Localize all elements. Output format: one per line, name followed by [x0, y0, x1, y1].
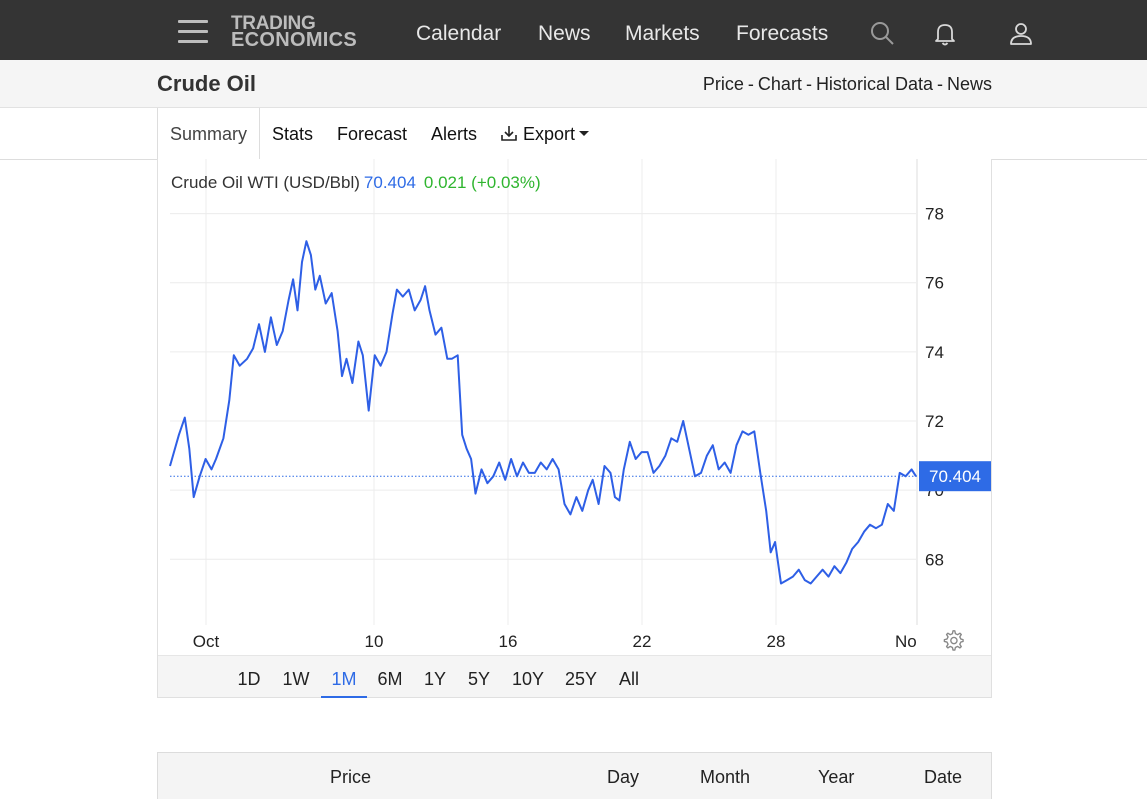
column-header-price: Price [330, 767, 372, 787]
chart-instrument-label: Crude Oil WTI (USD/Bbl) [171, 173, 360, 192]
x-tick-label: 16 [499, 632, 518, 651]
range-1y-button[interactable]: 1Y [423, 669, 447, 689]
column-header-day: Day [607, 767, 640, 787]
site-logo[interactable]: TRADING ECONOMICS [231, 13, 376, 53]
crumb-news-link[interactable]: News [946, 74, 992, 94]
y-tick-label: 72 [925, 412, 944, 431]
crumb-separator: - [936, 74, 943, 94]
price-series-line [169, 240, 917, 585]
tab-alerts[interactable]: Alerts [431, 124, 478, 144]
nav-calendar-link[interactable]: Calendar [416, 22, 502, 45]
y-tick-label: 78 [925, 205, 944, 224]
chevron-down-icon [579, 131, 590, 136]
tabs-row: Summary Stats Forecast Alerts Export [0, 108, 1147, 161]
export-label: Export [523, 124, 576, 144]
y-tick-label: 68 [925, 550, 944, 569]
x-tick-label: 22 [633, 632, 652, 651]
range-1w-button[interactable]: 1W [282, 669, 310, 689]
download-icon [501, 126, 517, 141]
price-chart[interactable]: 687072747678Oct10162228No70.404 [158, 159, 993, 655]
range-all-button[interactable]: All [618, 669, 639, 689]
user-icon[interactable] [1008, 20, 1034, 46]
chart-price-change: 0.021 (+0.03%) [423, 173, 541, 192]
tab-forecast[interactable]: Forecast [337, 124, 408, 144]
current-price-badge [919, 461, 991, 492]
x-tick-label: Oct [193, 632, 220, 651]
crumb-historical-data-link[interactable]: Historical Data [815, 74, 933, 94]
crumb-separator: - [805, 74, 812, 94]
range-10y-button[interactable]: 10Y [511, 669, 545, 689]
bell-icon[interactable] [932, 20, 958, 46]
range-5y-button[interactable]: 5Y [467, 669, 491, 689]
page-title: Crude Oil [157, 71, 257, 96]
crumb-separator: - [747, 74, 754, 94]
menu-icon[interactable] [178, 20, 208, 44]
crumb-price-link[interactable]: Price [702, 74, 744, 94]
quote-table-header: Price Day Month Year Date [157, 752, 992, 799]
crumb-chart-link[interactable]: Chart [757, 74, 802, 94]
current-price-badge-label: 70.404 [929, 467, 981, 486]
title-bar: Crude Oil Price - Chart - Historical Data - Ne… [0, 60, 1147, 108]
y-tick-label: 76 [925, 274, 944, 293]
chart-current-price: 70.404 [363, 173, 416, 192]
x-tick-label: No [895, 632, 917, 651]
tab-export[interactable]: Export [500, 108, 590, 160]
logo-line-2: ECONOMICS [231, 29, 358, 51]
y-tick-label: 74 [925, 343, 944, 362]
logo-line-1: TRADING [231, 13, 316, 34]
range-25y-button[interactable]: 25Y [564, 669, 598, 689]
gear-icon[interactable] [942, 629, 964, 651]
range-selector: 1D 1W 1M 6M 1Y 5Y 10Y 25Y All [158, 655, 991, 698]
search-icon[interactable] [869, 20, 895, 46]
range-1m-button[interactable]: 1M [321, 656, 367, 698]
nav-markets-link[interactable]: Markets [625, 22, 700, 45]
column-header-date: Date [924, 767, 963, 787]
chart-header: Crude Oil WTI (USD/Bbl) 70.404 0.021 (+0.0… [171, 173, 541, 193]
tab-summary[interactable]: Summary [157, 108, 260, 161]
x-tick-label: 28 [767, 632, 786, 651]
x-tick-label: 10 [365, 632, 384, 651]
column-header-month: Month [700, 767, 751, 787]
chart-panel: 687072747678Oct10162228No70.404 Crude Oi… [157, 159, 992, 698]
tab-stats[interactable]: Stats [272, 124, 314, 144]
range-1d-button[interactable]: 1D [237, 669, 261, 689]
nav-forecasts-link[interactable]: Forecasts [736, 22, 829, 45]
column-header-year: Year [818, 767, 855, 787]
breadcrumb: Price - Chart - Historical Data - News [703, 74, 992, 95]
range-6m-button[interactable]: 6M [377, 669, 403, 689]
top-navbar: TRADING ECONOMICS Calendar News Markets … [0, 0, 1147, 60]
nav-news-link[interactable]: News [538, 22, 591, 45]
